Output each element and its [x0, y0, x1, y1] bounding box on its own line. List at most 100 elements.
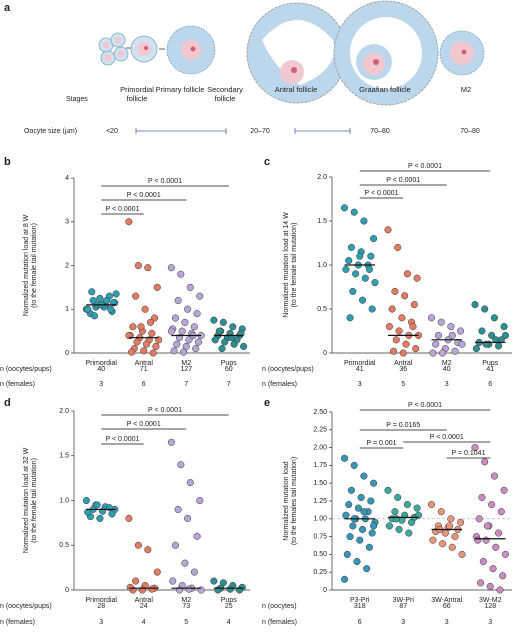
data-point: [345, 257, 353, 265]
count-value: 3: [445, 381, 449, 388]
data-point: [167, 264, 175, 272]
data-point: [134, 261, 142, 270]
count-row-label: n (females): [0, 381, 35, 388]
data-point: [179, 348, 188, 356]
data-point: [185, 336, 193, 344]
data-point: [144, 546, 152, 554]
data-point: [343, 550, 351, 558]
data-point: [402, 340, 410, 348]
y-tick-label: 1.75: [313, 462, 327, 469]
data-point: [144, 264, 152, 272]
data-point: [447, 323, 455, 331]
data-point: [358, 296, 367, 304]
x-tick-label: Pups: [221, 360, 237, 367]
data-point: [173, 340, 181, 348]
y-tick-label: 1.0: [59, 497, 69, 504]
stage-label: Primary follicle: [155, 86, 205, 94]
data-point: [385, 522, 393, 530]
data-point: [226, 585, 234, 593]
data-point: [368, 305, 376, 313]
data-point: [437, 508, 445, 516]
count-value: 66: [443, 603, 451, 610]
count-value: 60: [225, 366, 233, 373]
data-point: [497, 508, 505, 516]
data-point: [167, 438, 175, 446]
count-row-label: n (oocytes/pups): [0, 603, 52, 610]
p-value: P < 0.0001: [106, 206, 140, 213]
data-point: [171, 314, 179, 322]
count-row-label: n (females): [262, 619, 297, 626]
y-axis-label: (to the female tail mutation): [31, 223, 38, 308]
data-point: [495, 529, 503, 537]
count-value: 3: [401, 619, 405, 626]
x-tick-label: 3W-Pri: [393, 597, 415, 604]
count-value: 73: [182, 603, 190, 610]
data-point: [140, 347, 148, 355]
y-tick-label: 2: [65, 262, 69, 269]
count-value: 87: [399, 603, 407, 610]
data-point: [149, 349, 157, 357]
count-value: 4: [227, 619, 231, 626]
x-tick-label: 3W-M2: [479, 597, 502, 604]
data-point: [221, 338, 229, 346]
data-point: [125, 218, 133, 226]
count-value: 6: [142, 381, 146, 388]
count-value: 7: [184, 381, 188, 388]
data-point: [132, 292, 140, 300]
data-point: [178, 327, 186, 335]
panel-label: a: [4, 2, 11, 14]
count-value: 6: [488, 381, 492, 388]
data-point: [371, 279, 379, 287]
count-value: 24: [140, 603, 148, 610]
data-point: [196, 496, 204, 505]
data-point: [108, 510, 116, 518]
count-value: 40: [97, 366, 105, 373]
y-tick-label: 0.5: [317, 306, 327, 313]
data-point: [439, 349, 447, 357]
data-point: [413, 274, 421, 282]
count-value: 28: [97, 603, 105, 610]
count-value: 40: [443, 366, 451, 373]
data-point: [112, 290, 120, 298]
data-point: [403, 270, 411, 278]
data-point: [133, 338, 141, 346]
follicle-illustrations: [98, 0, 485, 134]
p-value: P = 0.1041: [452, 450, 486, 457]
y-axis-label: (to the female tail mutation): [31, 458, 38, 543]
size-value: 70–80: [460, 128, 480, 135]
data-point: [427, 314, 436, 322]
data-point: [90, 312, 99, 320]
data-point: [492, 336, 500, 344]
data-point: [457, 327, 465, 335]
data-point: [96, 294, 104, 302]
data-point: [153, 568, 161, 576]
y-axis-label: Normalized mutation load at 8 W: [23, 214, 30, 316]
y-tick-label: 2.0: [59, 408, 69, 415]
size-value: <20: [106, 128, 118, 135]
data-point: [125, 514, 133, 522]
data-point: [365, 265, 373, 273]
count-value: 128: [484, 603, 496, 610]
y-tick-label: 1.50: [313, 480, 327, 487]
count-value: 41: [356, 366, 364, 373]
count-row-label: n (oocytes/pups): [262, 366, 314, 373]
y-tick-label: 1.0: [317, 262, 327, 269]
p-value: P < 0.0001: [127, 192, 161, 199]
count-value: 3: [99, 619, 103, 626]
data-point: [193, 532, 201, 540]
data-point: [448, 543, 456, 551]
count-value: 3: [99, 381, 103, 388]
y-tick-label: 4: [65, 175, 69, 182]
x-tick-label: Antral: [135, 597, 154, 604]
data-point: [349, 287, 357, 295]
data-point: [107, 305, 115, 313]
data-point: [340, 454, 349, 462]
data-point: [153, 283, 161, 291]
y-tick-label: 3: [65, 219, 69, 226]
data-point: [174, 505, 182, 514]
stage-label-box: Primordial follicle: [120, 86, 154, 103]
size-value: 20–70: [250, 128, 270, 135]
data-point: [499, 572, 507, 580]
p-value: P = 0.001: [366, 440, 396, 447]
y-tick-label: 0.5: [59, 542, 69, 549]
